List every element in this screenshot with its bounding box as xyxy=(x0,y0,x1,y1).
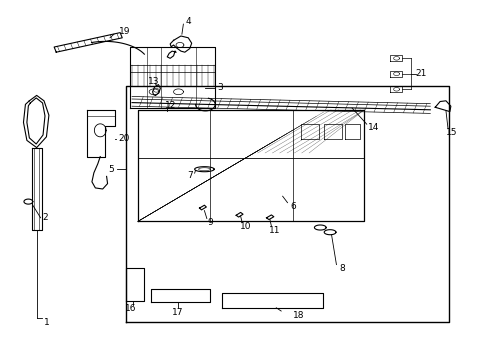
Text: 12: 12 xyxy=(164,100,176,109)
Text: 11: 11 xyxy=(268,226,280,235)
Text: 4: 4 xyxy=(185,17,191,26)
Text: 15: 15 xyxy=(445,128,457,136)
Text: 21: 21 xyxy=(415,69,427,78)
Text: 6: 6 xyxy=(290,202,296,211)
Text: 17: 17 xyxy=(171,307,183,317)
Text: 2: 2 xyxy=(42,213,48,222)
Text: 10: 10 xyxy=(239,222,251,231)
Text: 9: 9 xyxy=(207,218,213,227)
Text: 8: 8 xyxy=(339,264,345,274)
Text: 1: 1 xyxy=(43,318,49,327)
Text: 18: 18 xyxy=(292,310,304,320)
Text: 16: 16 xyxy=(125,305,137,313)
Text: 14: 14 xyxy=(367,123,379,132)
Text: 5: 5 xyxy=(108,165,114,174)
Text: 13: 13 xyxy=(148,77,160,86)
Text: 7: 7 xyxy=(186,171,192,180)
Text: 3: 3 xyxy=(217,83,223,92)
Text: 19: 19 xyxy=(119,27,130,36)
Text: 20: 20 xyxy=(118,134,129,143)
